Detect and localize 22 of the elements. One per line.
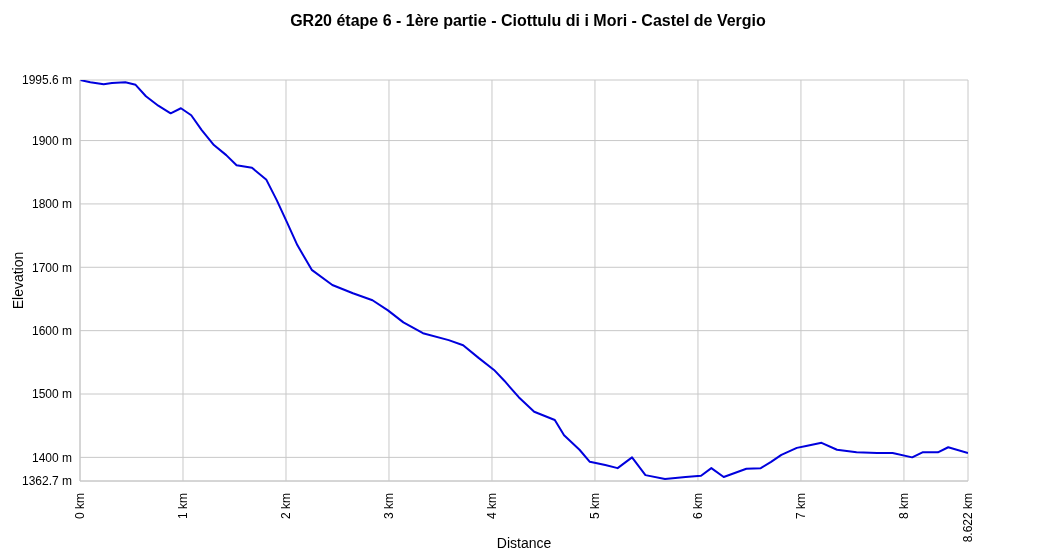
line-series bbox=[80, 80, 968, 480]
x-tick-label: 6 km bbox=[690, 493, 705, 520]
x-tick-label: 1 km bbox=[175, 493, 190, 520]
y-tick-label: 1400 m bbox=[31, 450, 72, 465]
y-tick-label: 1362.7 m bbox=[21, 474, 72, 489]
chart-title: GR20 étape 6 - 1ère partie - Ciottulu di i Mori - Castel de Vergio bbox=[289, 12, 767, 30]
y-tick-label: 1500 m bbox=[31, 387, 72, 402]
x-tick-label: 3 km bbox=[381, 493, 396, 520]
x-tick-label: 7 km bbox=[793, 493, 808, 520]
x-axis-title: Distance bbox=[496, 535, 552, 551]
y-axis-title: Elevation bbox=[9, 251, 26, 310]
x-tick-label: 0 km bbox=[73, 493, 87, 520]
y-tick-label: 1900 m bbox=[31, 133, 72, 148]
x-tick-label: 8.622 km bbox=[961, 493, 975, 543]
x-tick-label: 4 km bbox=[484, 493, 499, 520]
y-tick-label: 1600 m bbox=[31, 323, 72, 338]
y-tick-label: 1800 m bbox=[31, 197, 72, 212]
x-tick-label: 8 km bbox=[896, 493, 911, 520]
x-tick-label: 5 km bbox=[587, 493, 602, 520]
x-tick-label: 2 km bbox=[278, 493, 293, 520]
y-tick-label: 1700 m bbox=[31, 260, 72, 275]
y-tick-label: 1995.6 m bbox=[21, 73, 72, 88]
